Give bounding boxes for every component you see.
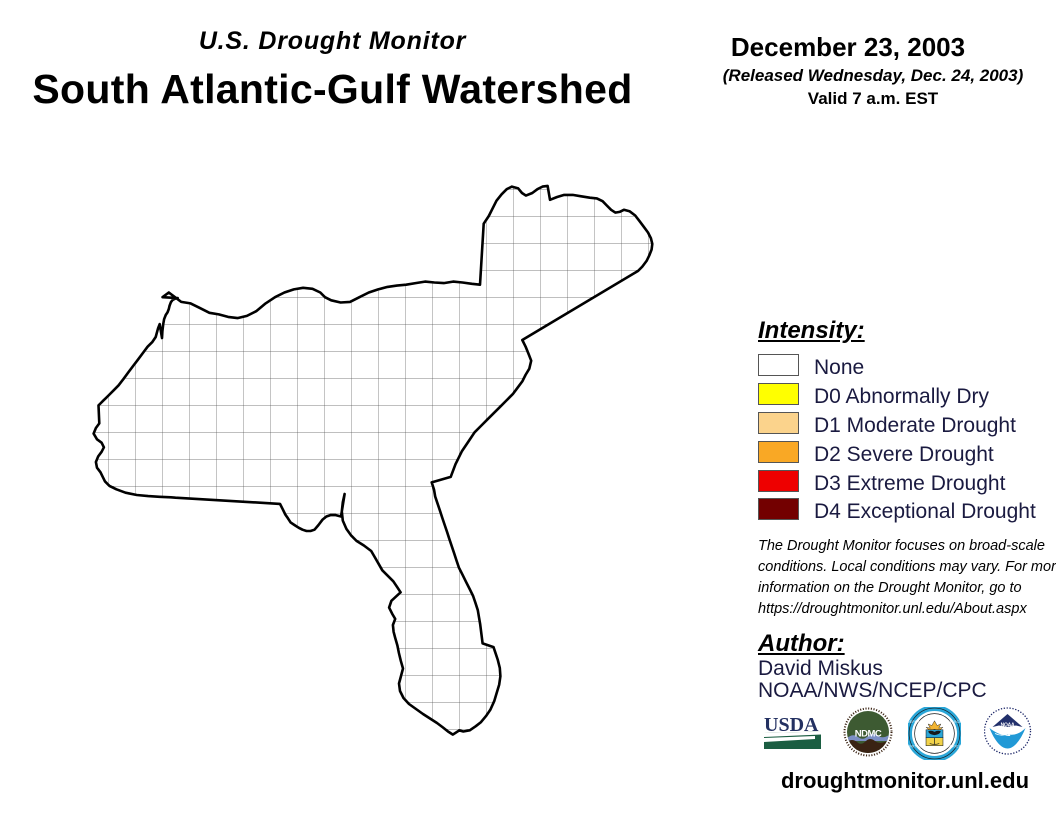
svg-text:NOAA: NOAA [1001,723,1015,729]
svg-text:NDMC: NDMC [855,729,882,740]
